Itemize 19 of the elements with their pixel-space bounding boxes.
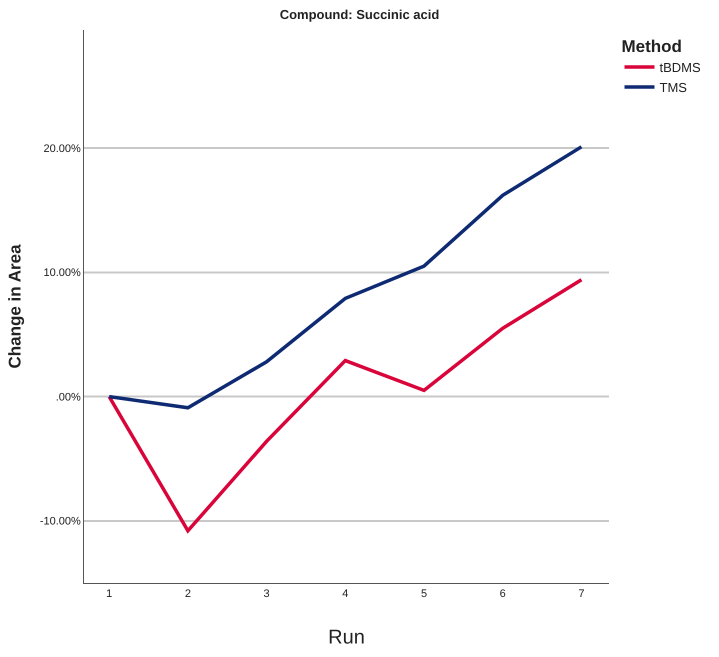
legend-title: Method: [622, 37, 682, 56]
x-tick-label: 3: [264, 588, 270, 600]
y-axis-title: Change in Area: [5, 244, 24, 369]
x-axis-title: Run: [328, 626, 365, 649]
legend-label: tBDMS: [660, 60, 701, 76]
line-series: [107, 145, 584, 410]
legend-label: TMS: [660, 80, 688, 96]
x-tick-label: 6: [500, 588, 506, 600]
x-tick-label: 4: [342, 588, 348, 600]
y-tick-label: 10.00%: [43, 267, 82, 280]
x-tick-label: 5: [420, 588, 428, 600]
y-tick-label: 20.00%: [43, 142, 82, 155]
x-tick-label: 7: [578, 588, 585, 600]
y-tick-label: .00%: [56, 391, 82, 404]
chart-title: Compound: Succinic acid: [280, 6, 440, 22]
x-tick-label: 2: [184, 588, 191, 600]
y-tick-label: -10.00%: [40, 516, 82, 528]
x-tick-label: 1: [106, 588, 112, 600]
line-series: [107, 278, 584, 533]
